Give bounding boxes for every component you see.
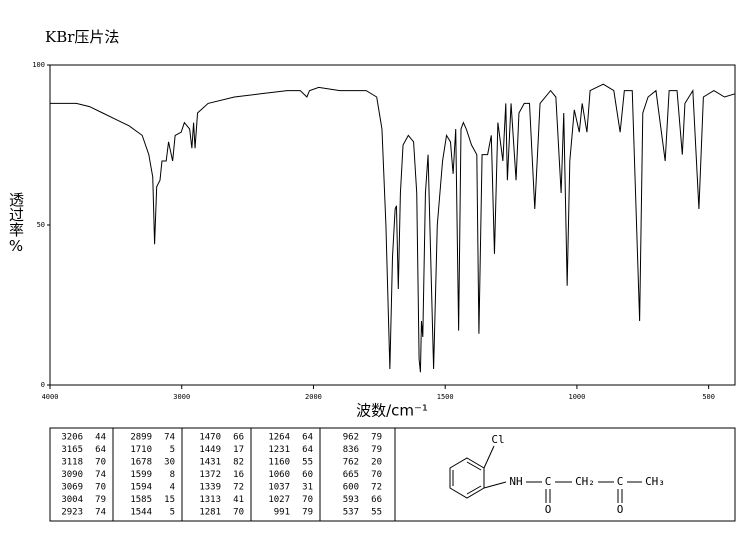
peak-transmittance: 17: [233, 445, 244, 455]
atom-label: Cl: [491, 433, 504, 446]
peak-transmittance: 82: [233, 458, 244, 468]
peak-wavenumber: 3004: [61, 495, 83, 505]
atom-label: O: [545, 503, 552, 516]
x-tick-label: 1000: [568, 393, 585, 401]
peak-transmittance: 72: [233, 483, 244, 493]
peak-wavenumber: 3118: [61, 458, 83, 468]
peak-transmittance: 60: [302, 470, 313, 480]
peak-transmittance: 79: [302, 508, 313, 518]
peak-transmittance: 70: [95, 458, 106, 468]
peak-wavenumber: 1544: [130, 508, 152, 518]
peak-transmittance: 70: [302, 495, 313, 505]
peak-transmittance: 66: [233, 433, 244, 443]
peak-transmittance: 16: [233, 470, 244, 480]
peak-wavenumber: 3165: [61, 445, 83, 455]
peak-transmittance: 79: [95, 495, 106, 505]
atom-label: CH₃: [645, 475, 665, 488]
x-tick-label: 1500: [437, 393, 454, 401]
peak-transmittance: 5: [170, 445, 175, 455]
peak-transmittance: 41: [233, 495, 244, 505]
peak-transmittance: 70: [371, 470, 382, 480]
peak-transmittance: 55: [371, 508, 382, 518]
peak-transmittance: 79: [371, 433, 382, 443]
peak-transmittance: 55: [302, 458, 313, 468]
peak-transmittance: 66: [371, 495, 382, 505]
peak-wavenumber: 1264: [268, 433, 290, 443]
spectrum-line: [50, 83, 736, 373]
peak-wavenumber: 1160: [268, 458, 290, 468]
peak-wavenumber: 3206: [61, 433, 83, 443]
peak-transmittance: 15: [164, 495, 175, 505]
peak-wavenumber: 537: [343, 508, 359, 518]
atom-label: C: [545, 475, 552, 488]
peak-wavenumber: 1231: [268, 445, 290, 455]
peak-transmittance: 74: [164, 433, 175, 443]
x-tick-label: 2000: [305, 393, 322, 401]
peak-wavenumber: 1599: [130, 470, 152, 480]
y-tick-label: 100: [32, 61, 45, 69]
peak-wavenumber: 1339: [199, 483, 221, 493]
peak-wavenumber: 1372: [199, 470, 221, 480]
peak-wavenumber: 1678: [130, 458, 152, 468]
peak-transmittance: 74: [95, 508, 106, 518]
plot-frame: [49, 64, 736, 386]
peak-transmittance: 31: [302, 483, 313, 493]
atom-label: NH: [509, 475, 522, 488]
peak-wavenumber: 1449: [199, 445, 221, 455]
peak-wavenumber: 600: [343, 483, 359, 493]
peak-wavenumber: 2923: [61, 508, 83, 518]
peak-transmittance: 20: [371, 458, 382, 468]
peak-wavenumber: 3090: [61, 470, 83, 480]
structure-frame: [394, 427, 736, 522]
peak-transmittance: 5: [170, 508, 175, 518]
y-axis-label: 透过率%: [7, 192, 25, 255]
peak-wavenumber: 1281: [199, 508, 221, 518]
peak-wavenumber: 1027: [268, 495, 290, 505]
y-tick-label: 50: [37, 221, 45, 229]
peak-wavenumber: 1594: [130, 483, 152, 493]
chart-title: KBr压片法: [45, 28, 119, 46]
peak-wavenumber: 593: [343, 495, 359, 505]
peak-transmittance: 64: [302, 433, 313, 443]
peak-transmittance: 79: [371, 445, 382, 455]
peak-wavenumber: 3069: [61, 483, 83, 493]
atom-label: CH₂: [575, 475, 595, 488]
peak-wavenumber: 665: [343, 470, 359, 480]
atom-label: O: [617, 503, 624, 516]
peak-wavenumber: 762: [343, 458, 359, 468]
peak-wavenumber: 991: [274, 508, 290, 518]
structure-bonds: [449, 445, 642, 503]
x-tick-label: 3000: [173, 393, 190, 401]
peak-wavenumber: 1585: [130, 495, 152, 505]
peak-wavenumber: 1037: [268, 483, 290, 493]
peak-transmittance: 74: [95, 470, 106, 480]
peak-wavenumber: 1710: [130, 445, 152, 455]
peak-wavenumber: 1060: [268, 470, 290, 480]
peak-wavenumber: 1470: [199, 433, 221, 443]
peak-transmittance: 4: [170, 483, 175, 493]
peak-transmittance: 8: [170, 470, 175, 480]
x-tick-label: 500: [702, 393, 715, 401]
peak-wavenumber: 1431: [199, 458, 221, 468]
x-axis-label: 波数/cm⁻¹: [356, 402, 428, 420]
y-tick-label: 0: [41, 381, 45, 389]
x-tick-label: 4000: [42, 393, 59, 401]
peak-transmittance: 64: [302, 445, 313, 455]
peak-wavenumber: 1313: [199, 495, 221, 505]
peak-transmittance: 30: [164, 458, 175, 468]
peak-transmittance: 72: [371, 483, 382, 493]
peak-wavenumber: 2899: [130, 433, 152, 443]
atom-label: C: [617, 475, 624, 488]
peak-transmittance: 70: [95, 483, 106, 493]
peak-transmittance: 70: [233, 508, 244, 518]
peak-wavenumber: 836: [343, 445, 359, 455]
peak-transmittance: 44: [95, 433, 106, 443]
peak-transmittance: 64: [95, 445, 106, 455]
peak-wavenumber: 962: [343, 433, 359, 443]
